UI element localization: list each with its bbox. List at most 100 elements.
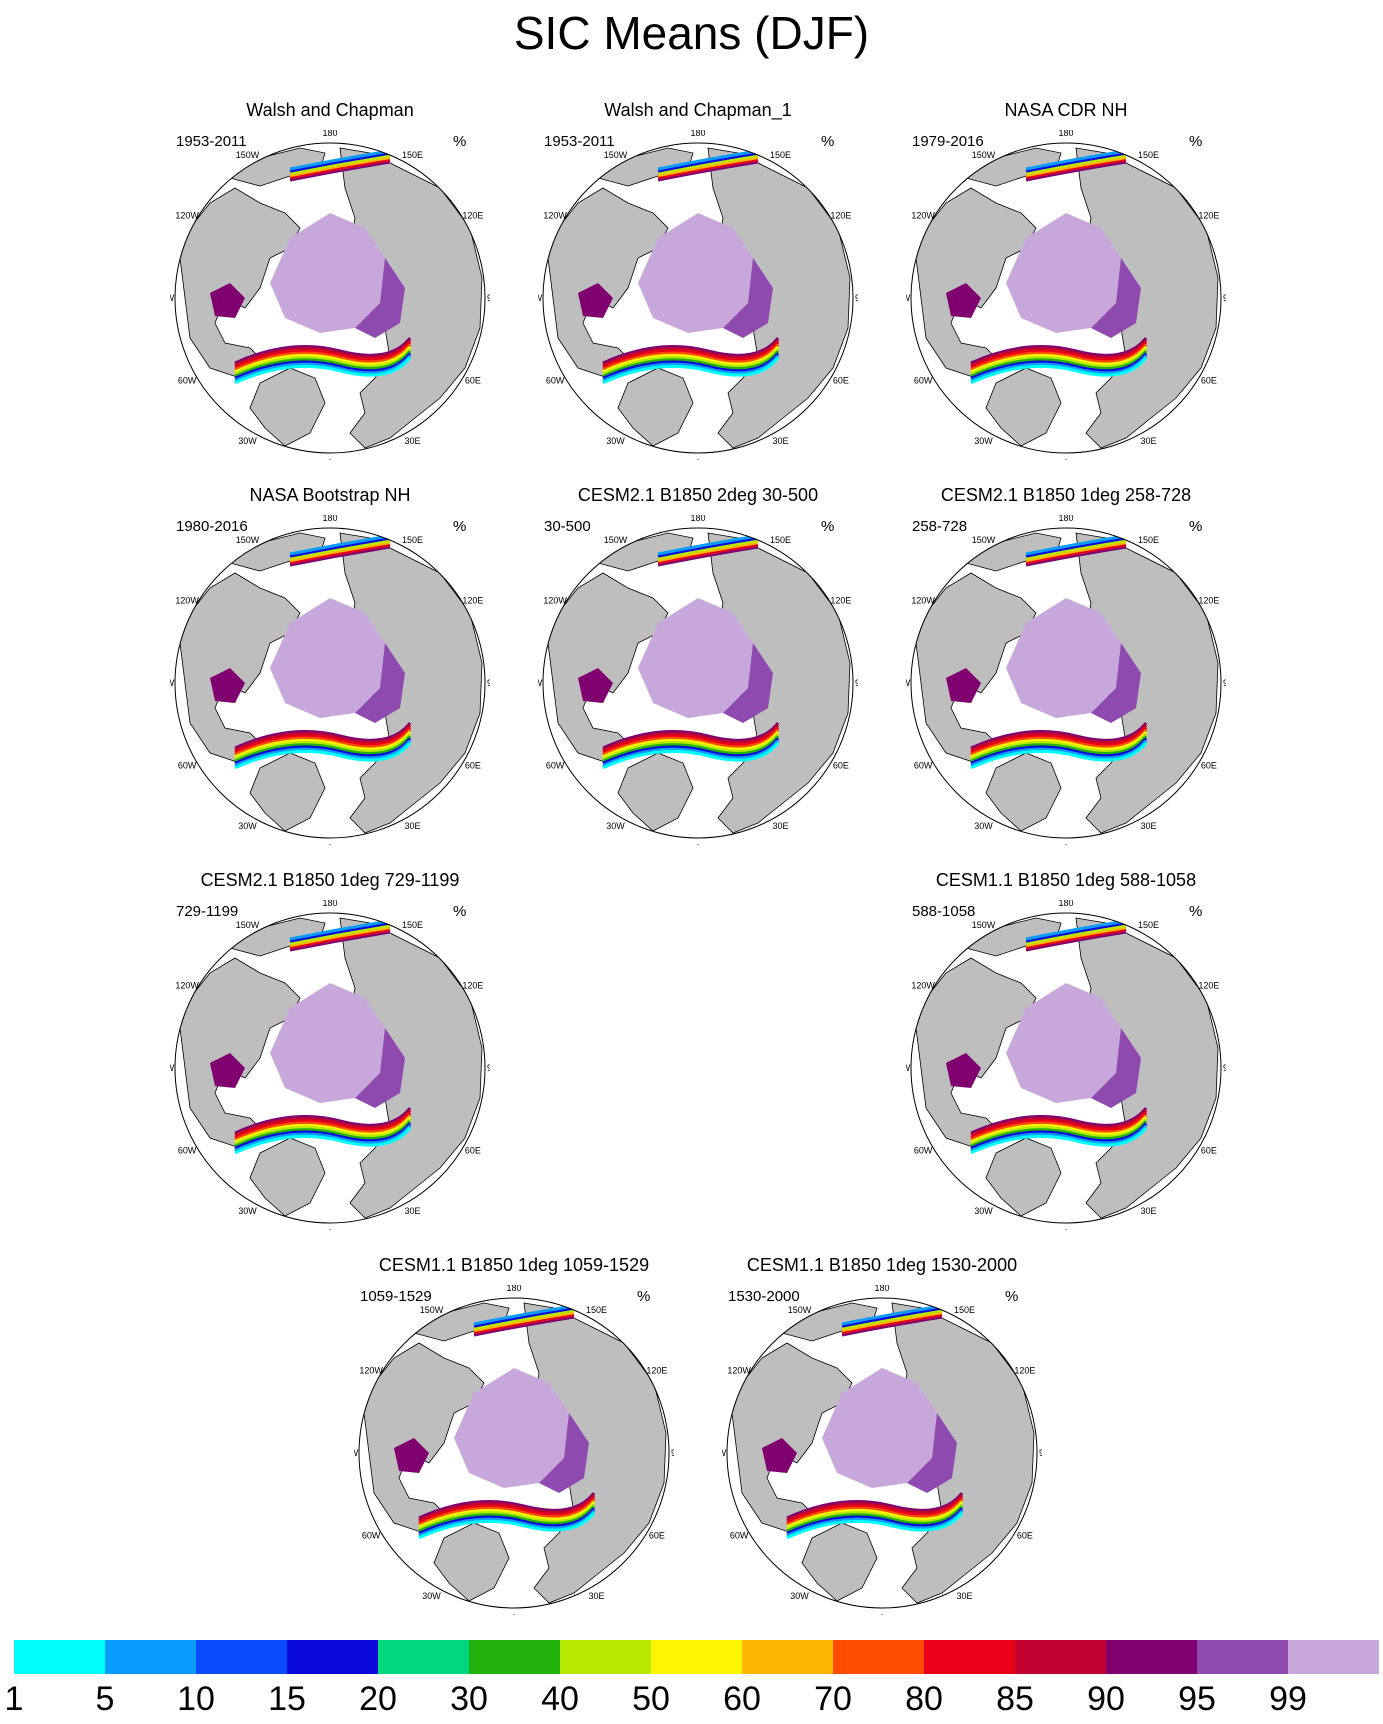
longitude-label: 150E bbox=[1138, 150, 1159, 160]
map-boundary bbox=[910, 912, 1222, 1224]
marginal-ice-band bbox=[602, 341, 780, 369]
marginal-ice-band bbox=[602, 343, 780, 371]
map-boundary bbox=[726, 1297, 1038, 1609]
colorbar-label: 30 bbox=[450, 1680, 488, 1718]
marginal-ice-band bbox=[602, 356, 780, 385]
bering-ice-band bbox=[841, 1315, 943, 1337]
bering-ice-band bbox=[1025, 923, 1127, 945]
longitude-label: 120E bbox=[1014, 1366, 1035, 1376]
marginal-ice-band bbox=[234, 345, 412, 374]
main-title: SIC Means (DJF) bbox=[513, 7, 870, 59]
marginal-ice-band bbox=[786, 1503, 964, 1531]
marginal-ice-band bbox=[970, 348, 1148, 376]
polar-map: 180 150E 120E 90E 60E 30E 0 30W 60W 90W 120W 150W bbox=[906, 515, 1226, 845]
colorbar-swatch bbox=[378, 1640, 469, 1674]
marginal-ice-band bbox=[970, 343, 1148, 371]
bering-ice-band bbox=[657, 541, 759, 563]
bering-ice-band bbox=[289, 541, 391, 563]
colorbar-swatch bbox=[924, 1640, 1015, 1674]
marginal-ice-band bbox=[602, 722, 780, 750]
colorbar-label: 20 bbox=[359, 1680, 397, 1718]
longitude-label: 30W bbox=[238, 821, 257, 831]
bering-ice-band bbox=[289, 153, 391, 175]
longitude-label: 60W bbox=[546, 761, 565, 771]
map-panel: NASA Bootstrap NH 180 150E 120E 90E 60E 30E 0 30… bbox=[170, 485, 490, 845]
bering-ice-band bbox=[289, 151, 391, 173]
marginal-ice-band bbox=[234, 735, 412, 763]
marginal-ice-band bbox=[234, 724, 412, 752]
hudson-bay-ice bbox=[578, 283, 613, 318]
longitude-label: 180 bbox=[506, 1285, 521, 1293]
map-panel: CESM2.1 B1850 2deg 30-500 180 150E 120E 90E 6… bbox=[538, 485, 858, 845]
marginal-ice-band bbox=[602, 724, 780, 752]
longitude-label: 120E bbox=[830, 211, 851, 221]
ice-95-band bbox=[355, 643, 405, 723]
pack-ice-area bbox=[1006, 983, 1121, 1103]
map-panel: NASA CDR NH 180 150E 120E 90E 60E 30E 0 30W 60W 90… bbox=[906, 100, 1226, 460]
longitude-label: 0 bbox=[1063, 458, 1068, 460]
longitude-label: 150E bbox=[402, 150, 423, 160]
marginal-ice-band bbox=[418, 1507, 596, 1535]
bering-ice-band bbox=[289, 534, 391, 556]
longitude-label: 60E bbox=[1017, 1531, 1033, 1541]
longitude-label: 150W bbox=[972, 535, 996, 545]
marginal-ice-band bbox=[970, 1111, 1148, 1139]
bering-ice-band bbox=[289, 926, 391, 948]
marginal-ice-band bbox=[234, 354, 412, 382]
bering-ice-band bbox=[657, 158, 759, 180]
marginal-ice-band bbox=[970, 733, 1148, 761]
longitude-label: 120E bbox=[462, 211, 483, 221]
bering-ice-band bbox=[473, 1313, 575, 1335]
panel-period: 588-1058 bbox=[912, 903, 976, 920]
panel-period: 1530-2000 bbox=[728, 1288, 800, 1305]
bering-ice-band bbox=[289, 156, 391, 178]
marginal-ice-band bbox=[602, 741, 780, 770]
bering-ice-band bbox=[841, 1313, 943, 1335]
longitude-label: 90W bbox=[906, 1063, 911, 1073]
colorbar-swatch bbox=[196, 1640, 287, 1674]
bering-ice-band bbox=[657, 153, 759, 175]
polar-map: 180 150E 120E 90E 60E 30E 0 30W 60W 90W 120W 150W bbox=[906, 130, 1226, 460]
colorbar-label: 99 bbox=[1269, 1680, 1307, 1718]
marginal-ice-band bbox=[234, 737, 412, 765]
pack-ice-area bbox=[454, 1368, 569, 1488]
longitude-label: 120E bbox=[462, 596, 483, 606]
marginal-ice-band bbox=[786, 1509, 964, 1537]
longitude-label: 0 bbox=[511, 1613, 516, 1615]
bering-ice-band bbox=[289, 928, 391, 950]
marginal-ice-band bbox=[602, 735, 780, 763]
marginal-ice-band bbox=[786, 1511, 964, 1540]
marginal-ice-band bbox=[234, 1122, 412, 1150]
longitude-label: 90E bbox=[1223, 293, 1226, 303]
panel-title: CESM2.1 B1850 1deg 258-728 bbox=[940, 485, 1192, 505]
hudson-bay-ice bbox=[394, 1438, 429, 1473]
panel-units: % bbox=[637, 1288, 651, 1305]
longitude-label: 120W bbox=[359, 1366, 383, 1376]
longitude-label: 0 bbox=[327, 458, 332, 460]
pack-ice-area bbox=[1006, 213, 1121, 333]
longitude-label: 120E bbox=[830, 596, 851, 606]
longitude-label: 30W bbox=[974, 436, 993, 446]
map-panel: Walsh and Chapman 180 150E 120E 90E 60E 30E 0 30… bbox=[170, 100, 490, 460]
marginal-ice-band bbox=[234, 343, 412, 371]
longitude-label: 90W bbox=[538, 293, 543, 303]
longitude-label: 180 bbox=[322, 515, 337, 523]
ice-95-band bbox=[355, 258, 405, 338]
longitude-label: 60W bbox=[178, 1146, 197, 1156]
polar-map: 180 150E 120E 90E 60E 30E 0 30W 60W 90W 120W 150W bbox=[538, 130, 858, 460]
land-mass bbox=[249, 367, 326, 447]
marginal-ice-band bbox=[418, 1509, 596, 1537]
bering-ice-band bbox=[289, 536, 391, 558]
marginal-ice-band bbox=[418, 1503, 596, 1531]
longitude-label: 0 bbox=[1063, 1228, 1068, 1230]
colorbar-label: 15 bbox=[268, 1680, 306, 1718]
colorbar-swatch bbox=[14, 1640, 105, 1674]
longitude-label: 180 bbox=[322, 130, 337, 138]
longitude-label: 180 bbox=[1058, 130, 1073, 138]
longitude-label: 60E bbox=[833, 761, 849, 771]
polar-map: 180 150E 120E 90E 60E 30E 0 30W 60W 90W 120W 150W bbox=[538, 515, 858, 845]
longitude-label: 90E bbox=[855, 293, 858, 303]
panel-title: CESM2.1 B1850 2deg 30-500 bbox=[577, 485, 819, 505]
bering-ice-band bbox=[289, 919, 391, 941]
pack-ice-area bbox=[1006, 598, 1121, 718]
